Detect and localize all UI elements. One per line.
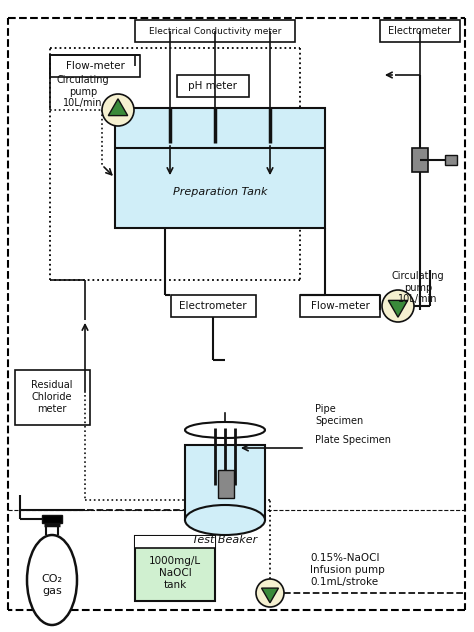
Bar (135, 536, 215, 601)
Text: 1000mg/L
NaOCl
tank: 1000mg/L NaOCl tank (149, 556, 201, 590)
Bar (185, 445, 265, 520)
Polygon shape (262, 588, 279, 603)
Circle shape (256, 579, 284, 607)
Polygon shape (388, 300, 408, 317)
Bar (115, 108, 325, 228)
Text: Preparation Tank: Preparation Tank (173, 187, 267, 197)
Text: Flow-meter: Flow-meter (65, 61, 125, 71)
Text: CO₂
gas: CO₂ gas (42, 574, 63, 596)
Bar (50, 55, 140, 77)
Circle shape (382, 290, 414, 322)
Bar (300, 295, 380, 317)
Bar (412, 148, 428, 172)
Text: Plate Specimen: Plate Specimen (315, 435, 391, 445)
Text: Electrometer: Electrometer (388, 26, 452, 36)
Ellipse shape (185, 422, 265, 438)
Text: pH meter: pH meter (189, 81, 237, 91)
Bar (135, 20, 295, 42)
Bar (171, 295, 256, 317)
Bar (380, 20, 460, 42)
Bar (218, 470, 234, 498)
Bar (445, 155, 457, 165)
Text: Electrometer: Electrometer (179, 301, 247, 311)
Bar (135, 536, 215, 548)
Bar (15, 370, 90, 425)
Text: 0.15%-NaOCl
Infusion pump
0.1mL/stroke: 0.15%-NaOCl Infusion pump 0.1mL/stroke (310, 554, 385, 586)
Text: Circulating
pump
10L/min: Circulating pump 10L/min (392, 271, 444, 304)
Text: Electrical Conductivity meter: Electrical Conductivity meter (149, 27, 281, 35)
Text: Test Beaker: Test Beaker (192, 535, 258, 545)
Text: Flow-meter: Flow-meter (310, 301, 369, 311)
Bar (177, 75, 249, 97)
Text: Residual
Chloride
meter: Residual Chloride meter (31, 380, 73, 413)
Ellipse shape (185, 505, 265, 535)
Text: Circulating
pump
10L/min: Circulating pump 10L/min (57, 75, 109, 108)
Circle shape (102, 94, 134, 126)
Bar (42, 515, 62, 523)
Text: Pipe
Specimen: Pipe Specimen (315, 404, 363, 426)
Ellipse shape (27, 535, 77, 625)
Polygon shape (108, 99, 128, 116)
